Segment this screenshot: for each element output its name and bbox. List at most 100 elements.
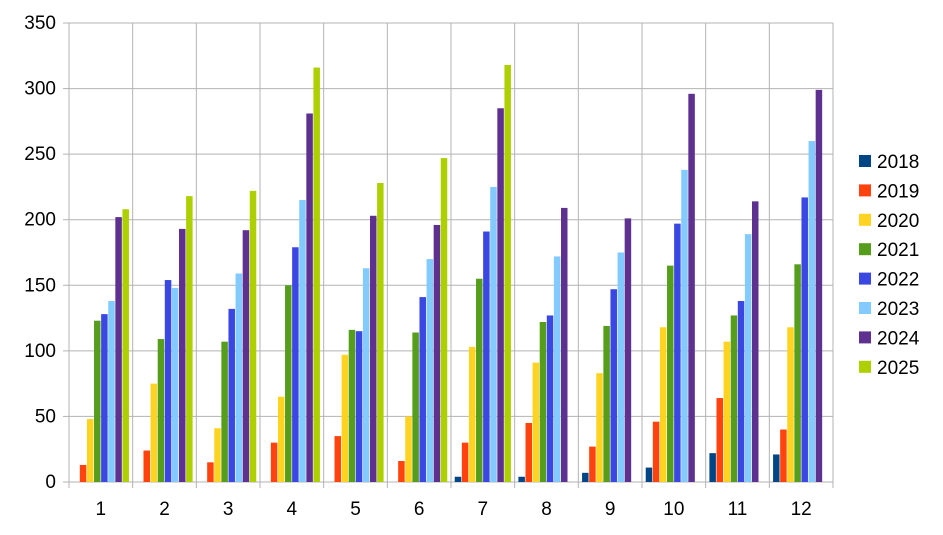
bar-2022-10: 2022: 197 [674,223,681,483]
bar-2023-2: 2023: 148 [171,287,179,482]
bar-2023-3: 2023: 159 [235,273,243,482]
bar-2024-11: 2024: 214 [752,201,759,482]
bar-2019-3: 2019: 15 [207,462,214,482]
bar-2021-4: 2021: 150 [285,285,292,482]
legend-swatch-2025 [859,360,871,373]
legend-swatch-2018 [859,155,871,167]
bar-2020-3: 2020: 41 [214,428,221,482]
legend-label-2020: 2020 [877,211,919,232]
bar-2021-9: 2021: 119 [603,325,610,482]
bar-2018-8: 2018: 4 [518,476,525,482]
bar-2018-10: 2018: 11 [645,467,653,482]
legend-swatch-2022 [859,272,871,285]
bar-2025-7: 2025: 318 [504,64,511,483]
bar-2021-10: 2021: 165 [667,265,674,482]
bar-2022-4: 2022: 179 [292,247,299,482]
bar-2020-11: 2020: 107 [723,341,731,482]
y-tick-label: 200 [24,210,56,231]
bar-2022-7: 2022: 191 [483,231,490,482]
bar-2023-1: 2023: 138 [108,301,115,482]
y-tick-label: 0 [45,472,56,493]
bar-2022-9: 2022: 147 [610,289,617,482]
bar-2024-9: 2024: 201 [624,218,632,482]
bar-2024-12: 2024: 299 [815,89,823,482]
legend: 2018 2019 2020 2021 2022 2023 2024 2025 [859,152,920,379]
x-tick-label: 6 [414,499,425,520]
bar-2024-4: 2024: 281 [306,113,313,482]
bar-2023-4: 2023: 215 [299,200,306,483]
y-tick-label: 300 [24,79,56,100]
bar-2019-1: 2019: 13 [79,464,87,482]
legend-label-2022: 2022 [877,270,919,291]
x-tick-label: 4 [287,499,298,520]
bar-2019-12: 2019: 40 [780,429,787,482]
legend-label-2024: 2024 [877,328,920,349]
bar-2018-7: 2018: 4 [454,476,462,482]
bar-2023-12: 2023: 260 [808,141,816,482]
bar-2025-2: 2025: 218 [186,196,193,482]
bar-2020-5: 2020: 97 [341,354,349,482]
bar-2019-10: 2019: 46 [652,421,660,482]
bar-2024-1: 2024: 202 [115,217,122,482]
bar-2021-2: 2021: 109 [157,339,165,482]
bar-2019-9: 2019: 27 [589,446,596,482]
legend-label-2018: 2018 [877,152,919,173]
bar-2018-11: 2018: 22 [709,453,716,482]
y-tick-label: 150 [24,275,56,296]
bar-2022-1: 2022: 128 [101,314,108,482]
bar-2020-6: 2020: 50 [405,416,412,482]
bar-2023-5: 2023: 163 [362,268,370,482]
legend-label-2023: 2023 [877,299,919,320]
bar-2020-9: 2020: 83 [596,373,603,482]
legend-swatch-2019 [859,184,871,197]
bar-2021-3: 2021: 107 [221,341,228,482]
bar-2023-8: 2023: 172 [553,256,561,482]
bar-2025-6: 2025: 247 [440,158,448,482]
x-tick-label: 9 [605,499,616,520]
bar-2020-1: 2020: 48 [86,419,94,482]
bar-2023-9: 2023: 175 [617,252,625,482]
x-tick-label: 3 [223,499,234,520]
bar-2024-3: 2024: 192 [242,230,250,482]
x-tick-label: 10 [663,499,684,520]
bar-2019-4: 2019: 30 [270,442,278,482]
bar-2025-5: 2025: 228 [377,182,384,482]
legend-swatch-2021 [859,243,871,256]
bar-2023-7: 2023: 225 [490,186,497,482]
x-tick-label: 7 [478,499,489,520]
legend-label-2025: 2025 [877,358,919,379]
x-tick-label: 5 [350,499,361,520]
legend-label-2021: 2021 [877,240,919,261]
bar-2021-8: 2021: 122 [539,322,547,482]
bar-2019-8: 2019: 45 [525,422,532,482]
bar-2021-11: 2021: 127 [730,315,738,482]
bar-2025-3: 2025: 222 [249,190,257,482]
y-tick-label: 50 [35,406,56,427]
bar-2020-2: 2020: 75 [150,383,158,482]
bar-2022-8: 2022: 127 [546,315,554,482]
x-tick-label: 1 [96,499,107,520]
bar-2019-6: 2019: 16 [398,461,405,482]
x-tick-label: 8 [541,499,552,520]
bar-2024-8: 2024: 209 [561,207,568,482]
bar-2021-1: 2021: 123 [94,320,101,482]
legend-swatch-2024 [859,331,871,344]
bar-2025-4: 2025: 316 [313,67,320,483]
bars: 2018: 02019: 132020: 482021: 1232022: 12… [79,64,823,483]
bar-2020-10: 2020: 118 [659,327,667,482]
bar-2022-12: 2022: 217 [801,197,808,483]
bar-2022-3: 2022: 132 [228,308,235,482]
y-tick-label: 350 [24,13,56,34]
axes [63,22,834,488]
bar-2024-7: 2024: 285 [497,108,504,482]
y-tick-labels: 0 50 100 150 200 250 300 350 [24,13,56,493]
bar-2022-6: 2022: 141 [419,297,426,482]
bar-2020-12: 2020: 118 [787,327,794,482]
bar-2018-9: 2018: 7 [582,472,589,482]
legend-swatch-2020 [859,213,871,226]
bar-2024-10: 2024: 296 [688,93,695,483]
bar-2024-2: 2024: 193 [179,228,186,482]
bar-2025-1: 2025: 208 [122,209,129,483]
